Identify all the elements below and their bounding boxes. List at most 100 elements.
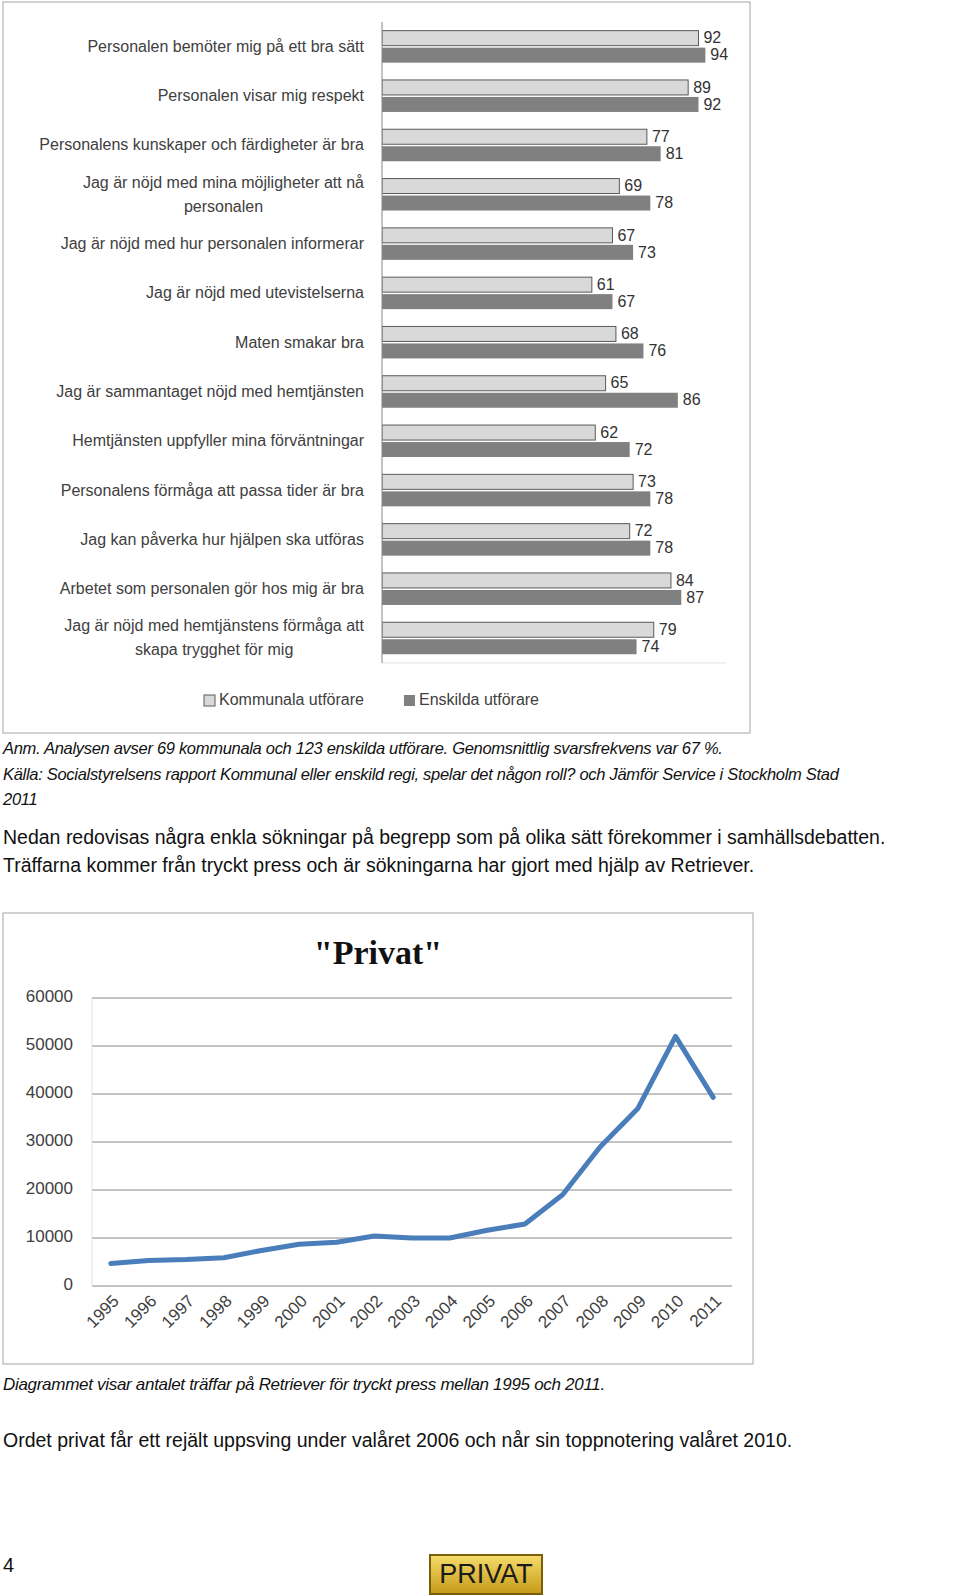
note: 2011 — [3, 787, 37, 811]
grid-line — [92, 1190, 732, 1191]
bar — [382, 343, 643, 358]
bar — [382, 326, 616, 341]
x-tick-label: 1998 — [196, 1292, 236, 1332]
data-label: 62 — [600, 424, 618, 441]
bar — [382, 80, 688, 95]
y-tick-label: 40000 — [26, 1083, 73, 1102]
data-label: 73 — [638, 244, 656, 261]
data-label: 78 — [655, 539, 673, 556]
bar — [382, 294, 612, 309]
legend-swatch — [204, 695, 215, 706]
x-tick-label: 1997 — [158, 1292, 198, 1332]
bar — [382, 277, 592, 292]
x-tick-label: 2005 — [459, 1292, 499, 1332]
line-series — [111, 1036, 713, 1263]
label-line: Personalen visar mig respekt — [158, 87, 365, 104]
label-line: Jag är sammantaget nöjd med hemtjänsten — [56, 383, 364, 400]
data-label: 76 — [648, 342, 666, 359]
bar — [382, 146, 661, 161]
label-line: Jag är nöjd med hemtjänstens förmåga att — [64, 617, 364, 634]
data-label: 77 — [652, 128, 670, 145]
value-axis — [92, 998, 93, 1286]
data-label: 86 — [683, 391, 701, 408]
x-tick-label: 2006 — [497, 1292, 537, 1332]
category-label: Hemtjänsten uppfyller mina förväntningar — [72, 432, 364, 449]
data-label: 92 — [703, 29, 721, 46]
logo-text: PRIVAT — [439, 1559, 533, 1589]
x-tick-label: 2007 — [534, 1292, 574, 1332]
data-label: 65 — [611, 374, 629, 391]
bar — [382, 179, 619, 194]
data-label: 61 — [597, 276, 615, 293]
data-label: 67 — [617, 293, 635, 310]
bar — [382, 524, 630, 539]
x-tick-label: 2000 — [271, 1292, 311, 1332]
category-label: Personalens kunskaper och färdigheter är… — [39, 136, 364, 153]
paragraph: Träffarna kommer från tryckt press och ä… — [3, 852, 754, 878]
grid-line — [92, 1094, 732, 1095]
label-line: Jag kan påverka hur hjälpen ska utföras — [80, 531, 364, 548]
bar — [382, 376, 606, 391]
value-axis-range — [382, 662, 726, 663]
y-tick-label: 30000 — [26, 1131, 73, 1150]
data-label: 81 — [666, 145, 684, 162]
bar — [382, 425, 595, 440]
bar — [382, 196, 650, 211]
x-tick-label: 2009 — [610, 1292, 650, 1332]
bar — [382, 245, 633, 260]
y-tick-label: 0 — [64, 1275, 73, 1294]
bar — [382, 639, 637, 654]
data-label: 92 — [703, 96, 721, 113]
bar — [382, 393, 678, 408]
bar — [382, 541, 650, 556]
y-tick-label: 50000 — [26, 1035, 73, 1054]
grid-line — [92, 1142, 732, 1143]
bar — [382, 31, 698, 46]
label-line: Personalens kunskaper och färdigheter är… — [39, 136, 364, 153]
bar — [382, 622, 654, 637]
data-label: 67 — [617, 227, 635, 244]
grid-line — [92, 998, 732, 999]
y-tick-label: 20000 — [26, 1179, 73, 1198]
bar — [382, 573, 671, 588]
legend-swatch — [404, 695, 415, 706]
chart-title: "Privat" — [314, 934, 442, 971]
chart-frame — [3, 2, 750, 733]
category-label: Jag är nöjd med utevistelserna — [146, 284, 364, 301]
label-line: Jag är nöjd med hur personalen informera… — [61, 235, 365, 252]
y-tick-label: 10000 — [26, 1227, 73, 1246]
category-label: Personalen visar mig respekt — [158, 87, 365, 104]
x-tick-label: 2011 — [686, 1292, 725, 1331]
x-tick-label: 2003 — [384, 1292, 424, 1332]
data-label: 78 — [655, 490, 673, 507]
data-label: 68 — [621, 325, 639, 342]
category-label: Jag kan påverka hur hjälpen ska utföras — [80, 531, 364, 548]
paragraph: Ordet privat får ett rejält uppsving und… — [3, 1427, 792, 1453]
data-label: 69 — [624, 177, 642, 194]
label-line: Arbetet som personalen gör hos mig är br… — [60, 580, 364, 597]
bar — [382, 97, 698, 112]
page-number: 4 — [3, 1552, 14, 1578]
y-tick-label: 60000 — [26, 987, 73, 1006]
chart-frame — [3, 913, 753, 1364]
category-label: Personalens förmåga att passa tider är b… — [61, 482, 364, 499]
bar — [382, 491, 650, 506]
bar — [382, 48, 705, 63]
grid-line — [92, 1286, 732, 1287]
bar — [382, 228, 612, 243]
category-axis — [382, 22, 383, 663]
category-label: Personalen bemöter mig på ett bra sätt — [87, 38, 364, 55]
data-label: 94 — [710, 46, 728, 63]
x-tick-label: 1995 — [83, 1292, 123, 1332]
data-label: 89 — [693, 79, 711, 96]
label-line: Personalen bemöter mig på ett bra sätt — [87, 38, 364, 55]
grid-line — [92, 1046, 732, 1047]
label-line: Hemtjänsten uppfyller mina förväntningar — [72, 432, 364, 449]
bar — [382, 474, 633, 489]
category-label: Maten smakar bra — [235, 334, 364, 351]
bar — [382, 590, 681, 605]
data-label: 72 — [635, 522, 653, 539]
data-label: 74 — [642, 638, 660, 655]
note: Källa: Socialstyrelsens rapport Kommunal… — [3, 762, 839, 786]
note: Anm. Analysen avser 69 kommunala och 123… — [3, 736, 723, 760]
